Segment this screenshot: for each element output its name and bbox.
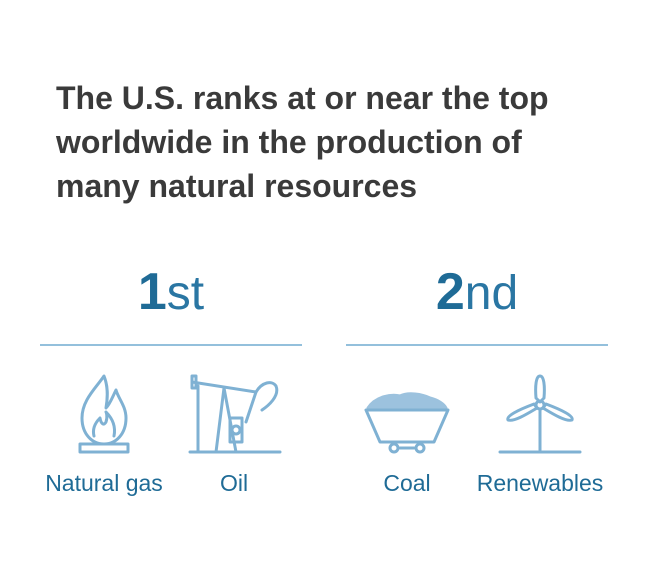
rank-first-suffix: st [166, 267, 205, 320]
wind-turbine-icon [498, 374, 582, 454]
headline-line-2: worldwide in the production of [56, 124, 522, 160]
item-coal-label: Coal [383, 470, 431, 496]
item-coal: Coal [346, 372, 468, 497]
rank-first: 1st [40, 262, 302, 322]
coal-cart-icon [364, 392, 450, 454]
item-natural-gas-label: Natural gas [45, 470, 163, 496]
item-oil: Oil [176, 372, 292, 497]
rank-second-suffix: nd [464, 267, 519, 320]
rank-group-first: 1st Natural gas Oil [40, 262, 302, 496]
pumpjack-icon [188, 374, 282, 454]
divider-second [346, 344, 608, 346]
item-natural-gas: Natural gas [30, 372, 178, 497]
item-renewables-label: Renewables [476, 470, 604, 496]
headline-line-3: many natural resources [56, 168, 418, 204]
rank-second-number: 2 [435, 263, 465, 321]
item-renewables: Renewables [468, 372, 612, 497]
rank-first-number: 1 [137, 263, 167, 321]
rank-second: 2nd [346, 262, 608, 322]
flame-icon [78, 374, 130, 454]
item-oil-label: Oil [219, 470, 249, 496]
rank-group-second: 2nd Coal Renewables [346, 262, 608, 496]
headline: The U.S. ranks at or near the top worldw… [56, 76, 616, 208]
divider-first [40, 344, 302, 346]
headline-line-1: The U.S. ranks at or near the top [56, 80, 549, 116]
